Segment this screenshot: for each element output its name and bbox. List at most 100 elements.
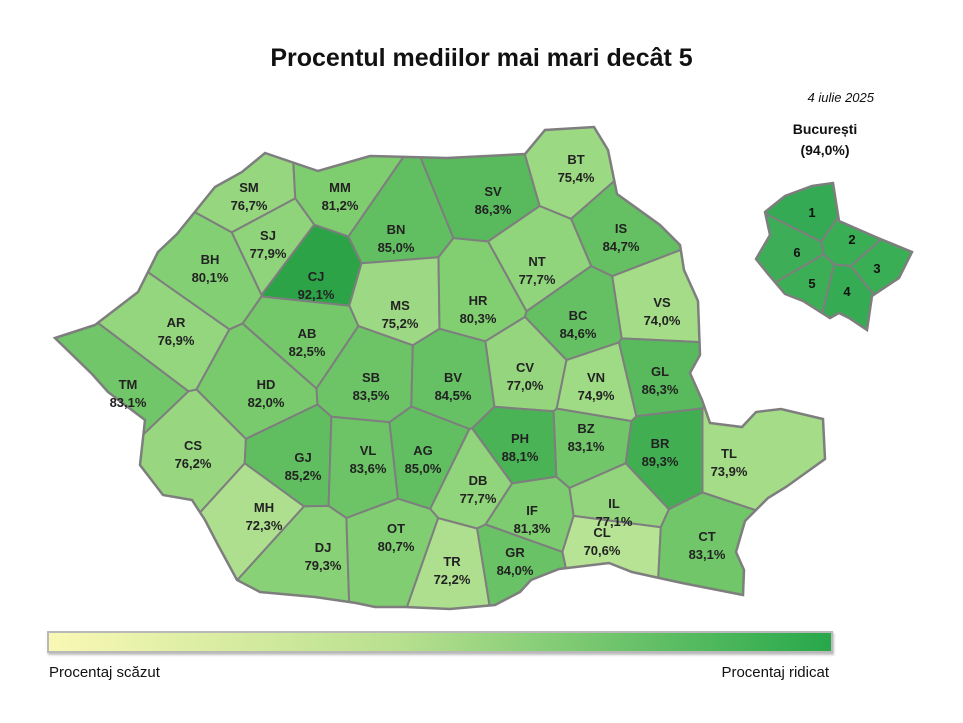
county-code-cv: CV xyxy=(516,360,534,375)
county-code-ct: CT xyxy=(698,529,715,544)
county-value-cl: 70,6% xyxy=(584,543,621,558)
county-code-tm: TM xyxy=(119,377,138,392)
county-code-cs: CS xyxy=(184,438,202,453)
county-code-tl: TL xyxy=(721,446,737,461)
county-value-bh: 80,1% xyxy=(192,270,229,285)
county-sm xyxy=(55,127,297,234)
county-code-ms: MS xyxy=(390,298,410,313)
county-code-hd: HD xyxy=(257,377,276,392)
county-value-nt: 77,7% xyxy=(519,272,556,287)
county-code-if: IF xyxy=(526,503,538,518)
county-value-ag: 85,0% xyxy=(405,461,442,476)
county-code-hr: HR xyxy=(469,293,488,308)
county-code-ag: AG xyxy=(413,443,433,458)
county-value-db: 77,7% xyxy=(460,491,497,506)
county-value-sm: 76,7% xyxy=(231,198,268,213)
county-code-mm: MM xyxy=(329,180,351,195)
bucharest-sector-label-4: 4 xyxy=(843,284,851,299)
county-value-bz: 83,1% xyxy=(568,439,605,454)
county-value-cj: 92,1% xyxy=(298,287,335,302)
county-value-gr: 84,0% xyxy=(497,563,534,578)
county-value-vs: 74,0% xyxy=(644,313,681,328)
county-value-tm: 83,1% xyxy=(110,395,147,410)
county-code-sj: SJ xyxy=(260,228,276,243)
county-code-bv: BV xyxy=(444,370,462,385)
county-code-vs: VS xyxy=(653,295,671,310)
county-value-bv: 84,5% xyxy=(435,388,472,403)
county-value-bt: 75,4% xyxy=(558,170,595,185)
county-value-mh: 72,3% xyxy=(246,518,283,533)
county-value-is: 84,7% xyxy=(603,239,640,254)
county-value-gl: 86,3% xyxy=(642,382,679,397)
county-value-sb: 83,5% xyxy=(353,388,390,403)
county-code-bz: BZ xyxy=(577,421,594,436)
county-code-bn: BN xyxy=(387,222,406,237)
county-value-ct: 83,1% xyxy=(689,547,726,562)
county-value-vn: 74,9% xyxy=(578,388,615,403)
county-code-cl: CL xyxy=(593,525,610,540)
county-code-br: BR xyxy=(651,436,670,451)
county-code-sm: SM xyxy=(239,180,259,195)
county-value-if: 81,3% xyxy=(514,521,551,536)
county-code-cj: CJ xyxy=(308,269,325,284)
county-code-ab: AB xyxy=(298,326,317,341)
county-code-sv: SV xyxy=(484,184,502,199)
date-label: 4 iulie 2025 xyxy=(807,90,875,105)
bucharest-value: (94,0%) xyxy=(800,142,850,158)
legend-high-label: Procentaj ridicat xyxy=(721,664,829,681)
county-value-ab: 82,5% xyxy=(289,344,326,359)
county-value-hd: 82,0% xyxy=(248,395,285,410)
county-value-mm: 81,2% xyxy=(322,198,359,213)
county-value-bc: 84,6% xyxy=(560,326,597,341)
county-code-nt: NT xyxy=(528,254,545,269)
county-value-cv: 77,0% xyxy=(507,378,544,393)
county-value-bn: 85,0% xyxy=(378,240,415,255)
county-value-il: 77,1% xyxy=(596,514,633,529)
county-value-tl: 73,9% xyxy=(711,464,748,479)
legend-gradient-bar xyxy=(47,631,833,653)
romania-outline xyxy=(52,125,827,611)
legend-low-label: Procentaj scăzut xyxy=(49,664,160,681)
county-code-sb: SB xyxy=(362,370,380,385)
map-title: Procentul mediilor mai mari decât 5 xyxy=(270,44,693,72)
county-code-dj: DJ xyxy=(315,540,332,555)
county-code-tr: TR xyxy=(443,554,461,569)
county-code-gr: GR xyxy=(505,545,525,560)
county-code-is: IS xyxy=(615,221,628,236)
county-value-cs: 76,2% xyxy=(175,456,212,471)
county-code-mh: MH xyxy=(254,500,274,515)
bucharest-name: București xyxy=(792,121,858,137)
county-value-vl: 83,6% xyxy=(350,461,387,476)
county-code-vl: VL xyxy=(360,443,377,458)
bucharest-sector-label-5: 5 xyxy=(808,276,815,291)
county-value-ar: 76,9% xyxy=(158,333,195,348)
county-value-sv: 86,3% xyxy=(475,202,512,217)
county-code-gj: GJ xyxy=(294,450,311,465)
county-code-bc: BC xyxy=(569,308,588,323)
county-value-tr: 72,2% xyxy=(434,572,471,587)
county-code-ot: OT xyxy=(387,521,405,536)
bucharest-sector-label-3: 3 xyxy=(873,261,880,276)
county-code-ph: PH xyxy=(511,431,529,446)
county-value-br: 89,3% xyxy=(642,454,679,469)
county-code-vn: VN xyxy=(587,370,605,385)
county-code-ar: AR xyxy=(167,315,186,330)
county-code-db: DB xyxy=(469,473,488,488)
county-value-dj: 79,3% xyxy=(305,558,342,573)
county-value-ph: 88,1% xyxy=(502,449,539,464)
bucharest-sector-label-6: 6 xyxy=(793,245,800,260)
county-value-gj: 85,2% xyxy=(285,468,322,483)
county-value-ms: 75,2% xyxy=(382,316,419,331)
county-value-ot: 80,7% xyxy=(378,539,415,554)
county-value-sj: 77,9% xyxy=(250,246,287,261)
county-code-il: IL xyxy=(608,496,620,511)
county-code-bh: BH xyxy=(201,252,220,267)
county-code-gl: GL xyxy=(651,364,669,379)
county-value-hr: 80,3% xyxy=(460,311,497,326)
bucharest-outline xyxy=(754,181,914,333)
bucharest-sector-label-1: 1 xyxy=(808,205,815,220)
county-ct xyxy=(655,491,825,609)
bucharest-sector-label-2: 2 xyxy=(848,232,855,247)
county-code-bt: BT xyxy=(567,152,584,167)
